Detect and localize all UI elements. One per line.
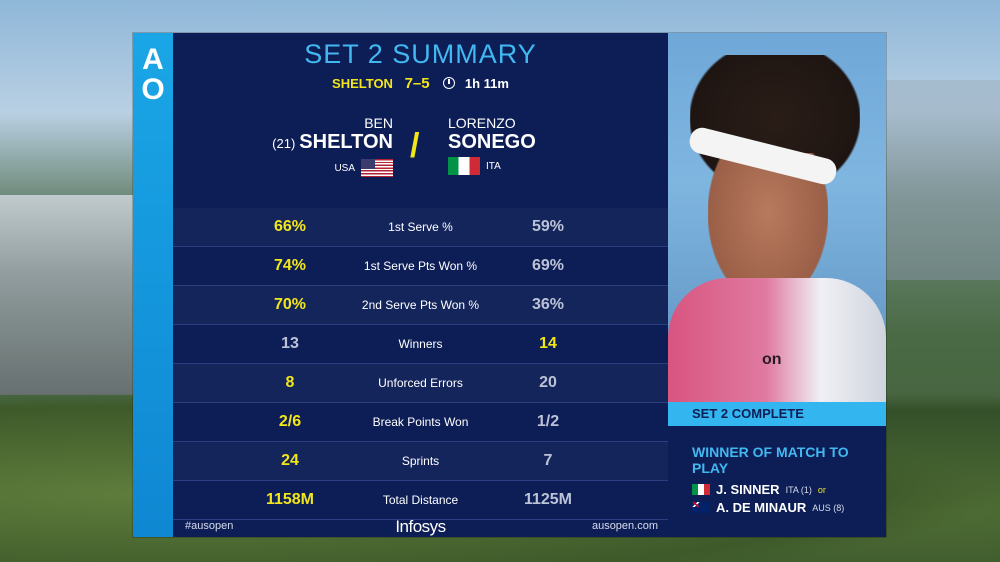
candidate-name: J. SINNER bbox=[716, 482, 780, 497]
panel-title: SET 2 SUMMARY bbox=[304, 39, 537, 69]
player-left-country: USA bbox=[334, 162, 355, 174]
stat-label: Winners bbox=[398, 337, 443, 351]
background-stadium-roof bbox=[0, 195, 150, 395]
stat-left-value: 2/6 bbox=[278, 413, 302, 430]
set-winner-name: SHELTON bbox=[332, 76, 393, 91]
stat-left-value: 70% bbox=[273, 296, 307, 313]
stat-right-value: 59% bbox=[531, 218, 565, 235]
player-right: LORENZO SONEGO ITA bbox=[448, 115, 536, 175]
stat-right-value: 1125M bbox=[523, 491, 573, 508]
next-match-title: WINNER OF MATCH TO PLAY bbox=[692, 444, 849, 476]
usa-flag-icon bbox=[361, 159, 393, 177]
score-line: SHELTON 7–5 1h 11m bbox=[173, 75, 668, 92]
stat-row: 2/6 Break Points Won 1/2 bbox=[173, 403, 668, 442]
italy-flag-icon bbox=[692, 484, 710, 495]
stats-area: SET 2 SUMMARY SHELTON 7–5 1h 11m BEN (21… bbox=[173, 33, 668, 537]
stat-row: 24 Sprints 7 bbox=[173, 442, 668, 481]
stats-table: 66% 1st Serve % 59% 74% 1st Serve Pts Wo… bbox=[173, 208, 668, 520]
brand-strip: A O bbox=[133, 33, 173, 537]
stat-right-value: 20 bbox=[539, 374, 557, 391]
stat-label: 1st Serve % bbox=[388, 220, 453, 234]
stat-row: 8 Unforced Errors 20 bbox=[173, 364, 668, 403]
clock-icon bbox=[443, 77, 456, 89]
sponsor-logo: Infosys bbox=[395, 517, 446, 536]
website: ausopen.com bbox=[591, 520, 658, 532]
stat-label: Total Distance bbox=[382, 493, 459, 507]
shirt-logo: on bbox=[762, 351, 782, 368]
player-right-country-row: ITA bbox=[448, 157, 536, 175]
set-complete-banner: SET 2 COMPLETE bbox=[668, 402, 886, 426]
stat-right-value: 69% bbox=[531, 257, 565, 274]
candidate-row: J. SINNER ITA (1) or bbox=[692, 482, 826, 497]
hashtag: #ausopen bbox=[185, 520, 234, 532]
stat-left-value: 13 bbox=[281, 335, 299, 352]
italy-flag-icon bbox=[448, 157, 480, 175]
stat-row: 13 Winners 14 bbox=[173, 325, 668, 364]
ao-logo-o: O bbox=[141, 73, 165, 106]
stat-label: Break Points Won bbox=[372, 415, 469, 429]
stat-right-value: 36% bbox=[531, 296, 565, 313]
stat-label: Unforced Errors bbox=[378, 376, 463, 390]
player-right-last-name: SONEGO bbox=[448, 131, 536, 153]
player-photo: on bbox=[668, 33, 886, 402]
stat-left-value: 66% bbox=[273, 218, 307, 235]
ao-logo-a: A bbox=[142, 43, 164, 76]
stat-label: Sprints bbox=[401, 454, 440, 468]
player-right-first-name: LORENZO bbox=[448, 115, 516, 131]
ao-logo: A O bbox=[133, 45, 173, 105]
player-left-first-name: BEN bbox=[364, 115, 393, 131]
stat-row: 1158M Total Distance 1125M bbox=[173, 481, 668, 520]
stat-row: 70% 2nd Serve Pts Won % 36% bbox=[173, 286, 668, 325]
candidate-info: ITA (1) bbox=[785, 484, 812, 495]
australia-flag-icon bbox=[692, 502, 710, 513]
candidate-row: A. DE MINAUR AUS (8) bbox=[692, 500, 844, 515]
stat-label: 1st Serve Pts Won % bbox=[363, 259, 478, 273]
candidate-info: AUS (8) bbox=[812, 502, 845, 513]
panel-footer: #ausopen Infosys ausopen.com bbox=[173, 517, 668, 537]
player-left: BEN (21) SHELTON USA bbox=[272, 115, 393, 177]
stat-left-value: 24 bbox=[281, 452, 299, 469]
player-left-country-row: USA bbox=[272, 159, 393, 177]
player-left-last-name: SHELTON bbox=[299, 131, 393, 153]
player-right-country: ITA bbox=[486, 160, 501, 172]
candidate-name: A. DE MINAUR bbox=[716, 500, 807, 515]
set-summary-panel: A O SET 2 SUMMARY SHELTON 7–5 1h 11m BEN… bbox=[133, 33, 886, 537]
stat-row: 74% 1st Serve Pts Won % 69% bbox=[173, 247, 668, 286]
stat-right-value: 14 bbox=[539, 335, 557, 352]
stat-right-value: 1/2 bbox=[536, 413, 560, 430]
stat-left-value: 8 bbox=[285, 374, 295, 391]
players-divider: / bbox=[410, 127, 420, 165]
photo-shirt bbox=[668, 278, 886, 402]
background-city-skyline bbox=[880, 80, 1000, 280]
stat-row: 66% 1st Serve % 59% bbox=[173, 208, 668, 247]
set-score: 7–5 bbox=[404, 75, 430, 92]
stat-right-value: 7 bbox=[543, 452, 553, 469]
next-match-box: WINNER OF MATCH TO PLAY J. SINNER ITA (1… bbox=[668, 426, 886, 537]
stat-label: 2nd Serve Pts Won % bbox=[361, 298, 480, 312]
candidate-or: or bbox=[817, 484, 826, 495]
set-duration: 1h 11m bbox=[464, 76, 509, 91]
player-left-seed: (21) bbox=[272, 136, 296, 151]
stat-left-value: 1158M bbox=[265, 491, 315, 508]
stat-left-value: 74% bbox=[273, 257, 307, 274]
player-left-last-name-row: (21) SHELTON bbox=[272, 131, 393, 155]
players-header: BEN (21) SHELTON USA / LORENZO SONEGO ITA bbox=[173, 115, 668, 205]
